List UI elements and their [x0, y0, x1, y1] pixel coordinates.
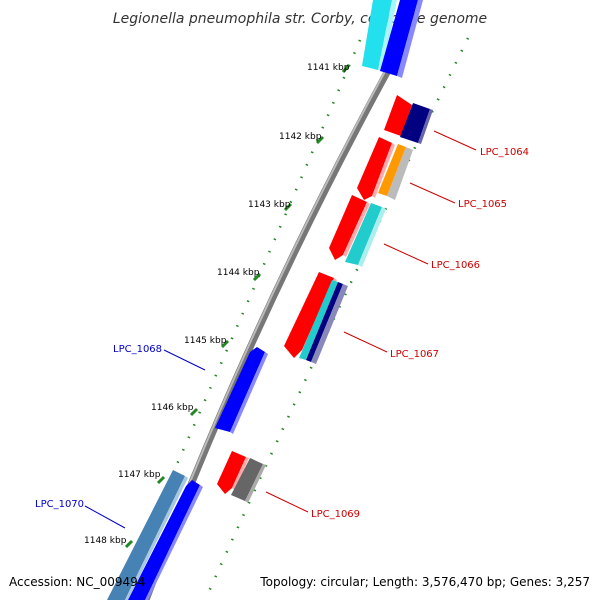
gene-label-lpc-1070[interactable]: LPC_1070 — [35, 499, 84, 510]
gene-label-lpc-1066[interactable]: LPC_1066 — [431, 260, 480, 271]
gene-label-lpc-1067[interactable]: LPC_1067 — [390, 349, 439, 360]
gene-feature-lpc-1070[interactable] — [107, 470, 188, 600]
gene-feature-lpc-1069[interactable] — [217, 451, 249, 494]
gene-feature[interactable] — [345, 203, 386, 267]
tick-label: 1142 kbp — [279, 132, 322, 142]
gene-label-lpc-1068[interactable]: LPC_1068 — [113, 344, 162, 355]
gene-feature[interactable] — [378, 144, 413, 200]
gene-feature[interactable] — [231, 458, 266, 503]
tick-label: 1145 kbp — [184, 336, 227, 346]
gene-feature[interactable] — [299, 280, 348, 364]
gene-feature-lpc-1068[interactable] — [215, 347, 268, 434]
gene-label-lpc-1065[interactable]: LPC_1065 — [458, 199, 507, 210]
tick-label: 1148 kbp — [84, 536, 127, 546]
gene-feature[interactable] — [380, 0, 423, 78]
major-ticks — [124, 64, 351, 549]
tick-label: 1144 kbp — [217, 268, 260, 278]
tick-label: 1141 kbp — [307, 63, 350, 73]
gene-feature-lpc-1066[interactable] — [329, 195, 370, 260]
gene-feature[interactable] — [362, 0, 397, 72]
tick-label: 1146 kbp — [151, 403, 194, 413]
tick-label: 1143 kbp — [248, 200, 291, 210]
map-title: Legionella pneumophila str. Corby, compl… — [113, 11, 487, 27]
accession-text: Accession: NC_009494 — [9, 575, 146, 589]
gene-label-lpc-1064[interactable]: LPC_1064 — [480, 147, 529, 158]
gene-label-lpc-1069[interactable]: LPC_1069 — [311, 509, 360, 520]
topology-text: Topology: circular; Length: 3,576,470 bp… — [260, 575, 590, 589]
gene-feature[interactable] — [400, 103, 433, 144]
callout-lines — [84, 130, 477, 529]
tick-label: 1147 kbp — [118, 470, 161, 480]
gene-feature[interactable] — [128, 480, 203, 600]
gene-feature-lpc-1065[interactable] — [357, 137, 395, 200]
